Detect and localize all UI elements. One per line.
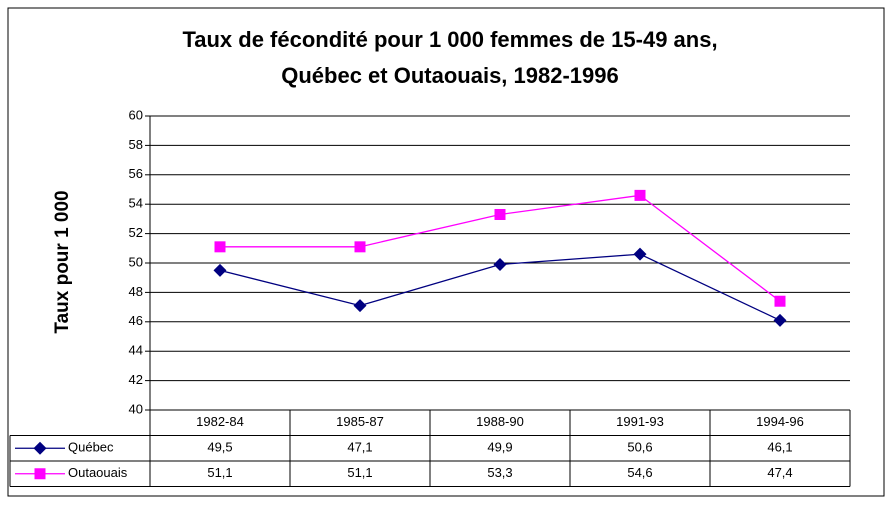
table-value: 49,9 [487,440,512,455]
table-value: 54,6 [627,465,652,480]
table-value: 51,1 [347,465,372,480]
y-tick-label: 58 [129,137,143,152]
table-value: 46,1 [767,440,792,455]
legend-label: Québec [68,440,114,455]
point [493,257,507,271]
y-tick-label: 52 [129,225,143,240]
table-value: 50,6 [627,440,652,455]
table-value: 49,5 [207,440,232,455]
y-tick-label: 48 [129,284,143,299]
chart-frame [7,7,885,497]
legend-marker [33,441,47,455]
point [494,208,506,220]
point [214,241,226,253]
table-value: 47,4 [767,465,792,480]
point [634,189,646,201]
y-tick-label: 40 [129,401,143,416]
y-tick-label: 56 [129,166,143,181]
point [633,247,647,261]
chart-title: Taux de fécondité pour 1 000 femmes de 1… [182,27,717,52]
legend-label: Outaouais [68,465,128,480]
point [354,241,366,253]
y-axis-label: Taux pour 1 000 [52,190,73,333]
y-tick-label: 42 [129,372,143,387]
point [213,263,227,277]
point [773,313,787,327]
table-value: 53,3 [487,465,512,480]
chart-title: Québec et Outaouais, 1982-1996 [281,63,619,88]
point [353,299,367,313]
y-tick-label: 46 [129,313,143,328]
x-tick-label: 1982-84 [196,414,244,429]
legend-marker [34,468,46,480]
y-tick-label: 60 [129,107,143,122]
y-tick-label: 44 [129,343,143,358]
x-tick-label: 1994-96 [756,414,804,429]
table-value: 51,1 [207,465,232,480]
x-tick-label: 1991-93 [616,414,664,429]
x-tick-label: 1988-90 [476,414,524,429]
table-value: 47,1 [347,440,372,455]
x-tick-label: 1985-87 [336,414,384,429]
point [774,295,786,307]
y-tick-label: 50 [129,254,143,269]
y-tick-label: 54 [129,196,143,211]
